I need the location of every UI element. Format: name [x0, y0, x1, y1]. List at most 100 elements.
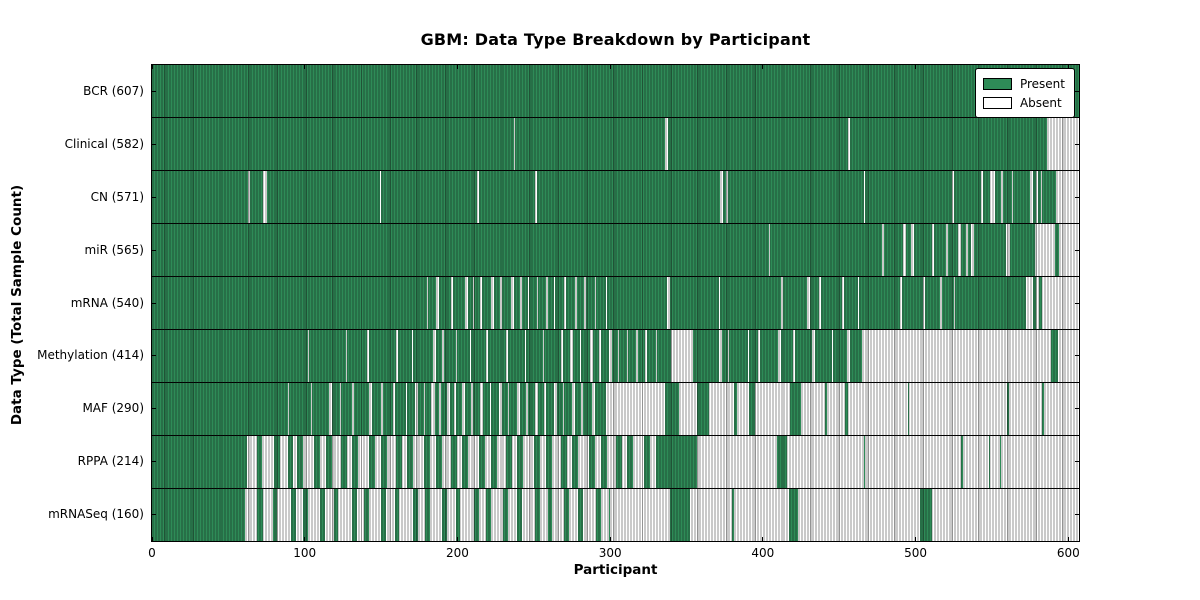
absent-run [426, 276, 429, 330]
x-axis-label: Participant [573, 562, 658, 578]
y-tick-mark [152, 461, 156, 463]
absent-run [345, 329, 348, 383]
absent-run [848, 117, 850, 171]
absent-run [307, 329, 310, 383]
absent-run [923, 276, 925, 330]
x-tick-label-600: 600 [1056, 546, 1080, 560]
absent-run [622, 435, 627, 489]
absent-run [1011, 170, 1014, 224]
legend: Present Absent [974, 68, 1075, 118]
absent-run [442, 329, 444, 383]
absent-run [429, 488, 443, 541]
x-tick-label-100: 100 [293, 546, 317, 560]
x-tick-mark [304, 65, 306, 69]
x-tick-mark [762, 537, 764, 541]
absent-run [513, 117, 516, 171]
y-tick-mark [1075, 249, 1079, 251]
absent-run [903, 223, 907, 277]
absent-run [385, 488, 395, 541]
absent-run [471, 382, 473, 436]
row-MAF [152, 382, 1079, 436]
absent-run [564, 276, 566, 330]
y-tick-label-RPPA: RPPA (214) [77, 454, 144, 469]
x-tick-label-300: 300 [598, 546, 622, 560]
absent-run [911, 223, 915, 277]
y-tick-mark [1075, 143, 1079, 145]
absent-run [524, 329, 527, 383]
absent-run [431, 382, 435, 436]
absent-run [811, 329, 815, 383]
absent-run [454, 382, 456, 436]
absent-run [506, 329, 508, 383]
absent-run [665, 117, 669, 171]
row-Clinical [152, 117, 1079, 171]
y-tick-label-mRNA: mRNA (540) [70, 295, 144, 310]
absent-run [727, 329, 730, 383]
absent-run [575, 276, 577, 330]
absent-run [478, 488, 487, 541]
absent-run [946, 223, 948, 277]
absent-run [324, 488, 334, 541]
absent-run [1043, 382, 1079, 436]
absent-run [295, 488, 304, 541]
absent-run [600, 488, 609, 541]
absent-run [952, 170, 954, 224]
absent-run [633, 435, 644, 489]
absent-run [570, 329, 574, 383]
y-tick-mark [152, 90, 156, 92]
absent-run [486, 329, 488, 383]
absent-run [778, 329, 782, 383]
y-tick-label-BCR: BCR (607) [83, 83, 144, 98]
absent-run [491, 276, 495, 330]
absent-run [599, 329, 601, 383]
absent-run [472, 276, 475, 330]
absent-run [358, 435, 369, 489]
row-separator [152, 223, 1079, 225]
absent-run [512, 435, 517, 489]
absent-run [455, 329, 458, 383]
x-tick-mark [152, 65, 153, 69]
absent-run [594, 276, 597, 330]
absent-run [439, 382, 441, 436]
y-tick-label-MAF: MAF (290) [82, 401, 144, 416]
absent-run [608, 329, 612, 383]
absent-run [307, 488, 320, 541]
y-tick-mark [152, 302, 156, 304]
x-tick-mark [762, 65, 764, 69]
absent-run [523, 435, 534, 489]
absent-run [442, 435, 452, 489]
absent-run [498, 382, 502, 436]
cell-edge-stripes [152, 65, 1079, 541]
absent-run [393, 382, 395, 436]
row-miR [152, 223, 1079, 277]
absent-run [553, 276, 556, 330]
absent-run [546, 276, 548, 330]
absent-run [507, 382, 510, 436]
plot-area: Present Absent [151, 64, 1080, 542]
absent-run [396, 329, 398, 383]
x-tick-mark [915, 65, 917, 69]
y-tick-mark [1075, 514, 1079, 516]
row-separator [152, 117, 1079, 119]
absent-run [319, 435, 327, 489]
absent-run [726, 170, 728, 224]
absent-run [940, 276, 942, 330]
absent-run [1008, 382, 1043, 436]
row-separator [152, 487, 1079, 489]
absent-run [356, 488, 365, 541]
absent-run [781, 276, 783, 330]
x-tick-mark [456, 65, 458, 69]
y-tick-mark [152, 408, 156, 410]
y-tick-label-mRNASeq: mRNASeq (160) [48, 507, 144, 522]
absent-run [1040, 170, 1043, 224]
absent-run [465, 276, 469, 330]
absent-run [990, 170, 995, 224]
row-RPPA [152, 435, 1079, 489]
absent-run [303, 435, 314, 489]
absent-run [368, 488, 382, 541]
absent-run [1036, 170, 1038, 224]
absent-run [261, 435, 275, 489]
absent-run [457, 435, 462, 489]
absent-run [579, 329, 582, 383]
